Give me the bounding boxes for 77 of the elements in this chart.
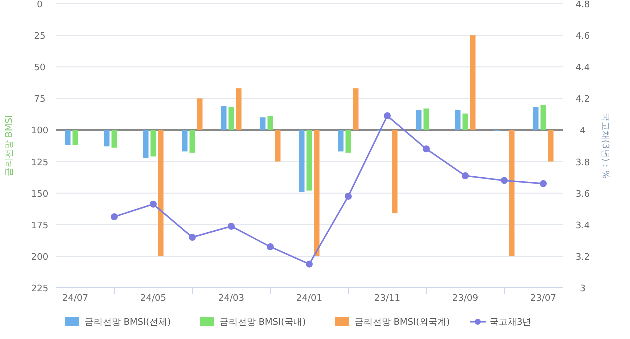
y2-tick-label: 4.8 xyxy=(576,0,590,10)
bar xyxy=(314,130,320,256)
y-tick-label: 225 xyxy=(31,284,49,294)
y2-tick-label: 3.2 xyxy=(576,252,590,263)
bar xyxy=(260,118,266,130)
bar xyxy=(190,130,196,153)
point xyxy=(111,214,118,220)
bar xyxy=(338,130,344,152)
legend-label: 국고채3년 xyxy=(490,318,532,328)
y-tick-label: 0 xyxy=(37,0,44,10)
legend-label: 금리전망 BMSI(국내) xyxy=(220,318,306,328)
bar xyxy=(346,130,352,153)
bar xyxy=(548,130,554,162)
bar xyxy=(540,104,546,130)
bar xyxy=(353,88,359,130)
point xyxy=(150,200,157,208)
y-tick-label: 150 xyxy=(31,190,49,200)
point xyxy=(384,112,391,120)
bar xyxy=(143,130,149,158)
bar xyxy=(533,108,539,130)
bar xyxy=(455,110,461,130)
point xyxy=(267,243,274,250)
point xyxy=(462,172,469,180)
bar xyxy=(112,130,118,148)
y2-tick-label: 4 xyxy=(580,126,586,137)
bar xyxy=(392,130,398,214)
x-tick-label: 23/11 xyxy=(374,294,400,304)
y-axis-title: 금리전망 BMSI xyxy=(5,115,15,177)
bar xyxy=(104,130,110,147)
bar xyxy=(306,130,312,191)
bar xyxy=(416,110,422,130)
y2-axis-title: 국고채(3년) : % xyxy=(600,112,610,180)
bar xyxy=(236,88,242,130)
point xyxy=(306,260,313,268)
y-tick-label: 100 xyxy=(31,126,49,137)
y2-tick-label: 3.8 xyxy=(576,158,590,168)
bar xyxy=(268,116,274,130)
point xyxy=(540,180,547,188)
point xyxy=(501,177,508,184)
y-tick-label: 125 xyxy=(31,158,49,168)
legend-label: 금리전망 BMSI(전체) xyxy=(85,318,172,328)
x-tick-label: 24/07 xyxy=(62,294,88,304)
bar xyxy=(158,130,164,256)
bar xyxy=(299,130,305,192)
y2-tick-label: 4.4 xyxy=(576,64,590,74)
y2-tick-label: 4.2 xyxy=(576,95,590,106)
legend-label: 금리전망 BMSI(외국계) xyxy=(355,318,450,328)
y2-tick-label: 3 xyxy=(580,284,586,294)
y-tick-label: 50 xyxy=(34,64,46,74)
x-tick-label: 23/09 xyxy=(452,294,479,304)
x-tick-label: 24/03 xyxy=(218,294,244,304)
bar xyxy=(197,98,203,130)
bar xyxy=(228,108,234,130)
bar xyxy=(509,130,515,256)
bar xyxy=(221,106,227,130)
point xyxy=(228,222,235,230)
y-tick-label: 75 xyxy=(34,95,46,106)
bar xyxy=(470,36,476,130)
bar xyxy=(424,108,430,130)
point xyxy=(423,146,430,153)
point xyxy=(189,234,196,242)
bar xyxy=(182,130,188,152)
bar xyxy=(275,130,281,162)
y-tick-label: 25 xyxy=(34,32,46,42)
point xyxy=(345,192,352,200)
y2-tick-label: 3.6 xyxy=(576,190,590,200)
bar xyxy=(72,130,78,146)
y2-tick-label: 3.4 xyxy=(576,221,590,232)
y2-tick-label: 4.6 xyxy=(576,32,590,42)
x-tick-label: 23/07 xyxy=(530,294,556,304)
x-tick-label: 24/01 xyxy=(296,294,322,304)
x-tick-label: 24/05 xyxy=(140,294,166,304)
y-tick-label: 200 xyxy=(31,252,49,263)
y-tick-label: 175 xyxy=(31,221,49,232)
bar xyxy=(150,130,156,157)
bar xyxy=(65,130,71,146)
bar xyxy=(462,114,468,130)
